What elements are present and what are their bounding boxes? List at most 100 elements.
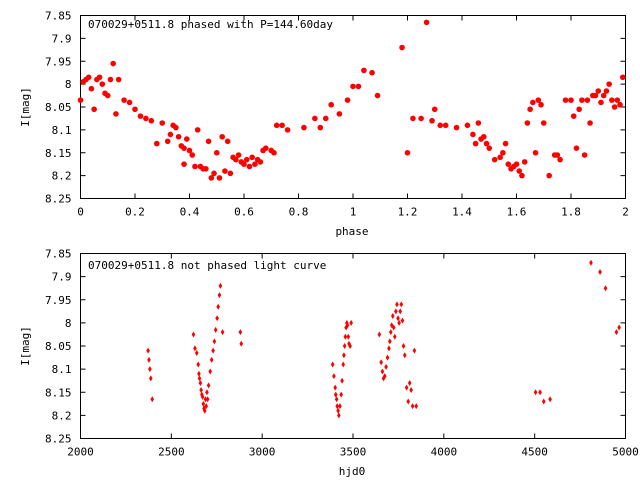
x-axis-label: hjd0 <box>339 465 366 478</box>
data-point <box>193 345 197 352</box>
data-point <box>222 168 228 174</box>
data-point <box>189 152 196 158</box>
data-point <box>391 324 396 331</box>
data-point <box>167 131 174 138</box>
data-point <box>137 113 144 119</box>
data-point <box>246 163 253 170</box>
y-tick-label: 8.05 <box>45 340 72 353</box>
data-point <box>400 317 405 324</box>
data-point <box>192 163 198 170</box>
data-point <box>404 149 411 156</box>
data-point <box>557 156 563 163</box>
y-tick-label: 8.1 <box>52 363 72 376</box>
phased-light-curve-chart: 0 0.2 0.4 0.6 0.8 1 1.2 1.4 1.6 1.8 2 7.85 7.9 7.95 8 8… <box>19 10 629 239</box>
data-point <box>238 329 243 336</box>
data-point <box>99 81 106 87</box>
x-tick-label: 0.8 <box>289 206 309 219</box>
data-point <box>388 329 393 336</box>
x-tick-label: 1.8 <box>561 206 581 219</box>
data-point <box>343 333 348 340</box>
x-tick-label: 4000 <box>431 446 458 459</box>
plot-frame <box>80 15 626 199</box>
data-point <box>301 124 307 131</box>
data-point <box>252 161 258 167</box>
data-point <box>197 375 202 382</box>
data-point <box>410 403 415 410</box>
x-tick-label: 2 <box>622 206 629 219</box>
data-point <box>396 315 400 322</box>
data-point <box>205 138 212 145</box>
data-point <box>611 104 618 110</box>
data-point <box>464 122 471 129</box>
data-point <box>241 161 247 167</box>
data-point <box>206 382 211 389</box>
data-point <box>208 175 215 181</box>
data-point <box>148 366 152 373</box>
data-point <box>154 140 160 147</box>
axis-ticks: 0 0.2 0.4 0.6 0.8 1 1.2 1.4 1.6 1.8 2 7.85 7.9 7.95 8 8… <box>45 10 629 219</box>
y-tick-label: 8.2 <box>52 170 72 183</box>
data-point <box>380 368 385 375</box>
data-point <box>345 322 350 329</box>
data-point <box>146 347 150 354</box>
data-point <box>388 338 392 345</box>
data-point <box>381 375 386 382</box>
x-tick-label: 3000 <box>249 446 276 459</box>
data-point <box>147 356 151 363</box>
data-point <box>328 101 335 108</box>
data-point <box>516 168 523 174</box>
data-point <box>224 138 231 145</box>
data-point <box>423 19 430 26</box>
data-point <box>208 368 213 375</box>
data-point <box>540 120 547 126</box>
data-point <box>96 74 103 81</box>
data-point <box>203 165 209 172</box>
data-point <box>570 113 577 119</box>
data-point <box>519 172 525 179</box>
data-point <box>410 115 416 122</box>
data-point <box>369 69 375 76</box>
data-point <box>339 391 343 398</box>
data-point <box>330 361 335 368</box>
data-point <box>584 97 591 103</box>
data-point <box>194 349 199 356</box>
data-point <box>143 115 149 122</box>
x-tick-label: 5000 <box>612 446 639 459</box>
data-point <box>486 145 493 151</box>
data-point <box>453 124 460 131</box>
data-point <box>132 106 138 113</box>
data-point <box>243 156 250 163</box>
y-tick-label: 8.1 <box>52 124 72 137</box>
data-point <box>532 149 539 156</box>
data-point <box>349 319 353 326</box>
data-point <box>191 331 196 338</box>
data-point <box>475 120 482 126</box>
data-point <box>220 329 225 336</box>
data-point <box>148 117 155 124</box>
data-point <box>197 370 201 377</box>
data-point <box>382 373 387 380</box>
x-tick-label: 0.6 <box>234 206 254 219</box>
data-point <box>186 147 193 154</box>
data-point <box>317 124 324 131</box>
data-point <box>617 101 623 108</box>
data-point <box>211 347 215 354</box>
data-point <box>483 140 490 147</box>
data-point <box>404 384 409 391</box>
y-tick-label: 7.95 <box>45 55 72 68</box>
data-point <box>390 312 395 319</box>
data-point <box>181 145 187 151</box>
data-point <box>619 74 626 81</box>
data-point <box>527 106 533 113</box>
data-point <box>284 127 291 133</box>
x-tick-label: 3500 <box>340 446 367 459</box>
y-tick-label: 8.15 <box>45 147 72 160</box>
data-point <box>603 285 608 292</box>
data-point <box>198 380 203 386</box>
data-point <box>340 377 344 384</box>
data-point <box>431 106 438 113</box>
data-point <box>126 99 133 106</box>
y-tick-label: 7.85 <box>45 248 72 261</box>
data-point <box>399 301 404 308</box>
data-point <box>235 152 242 158</box>
